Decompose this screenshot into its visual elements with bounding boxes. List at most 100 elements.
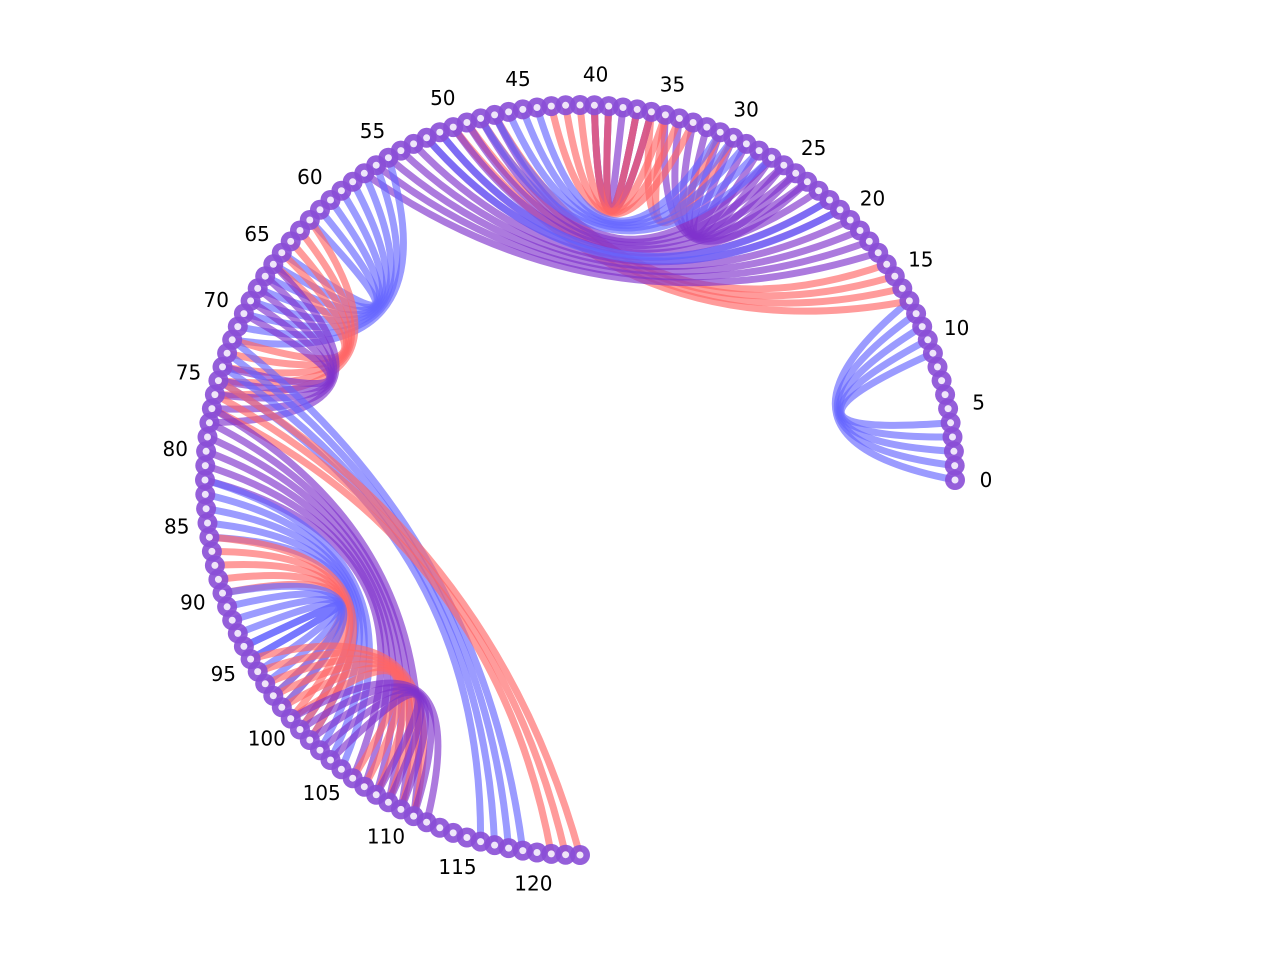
node-center (296, 726, 304, 733)
node-center (491, 841, 499, 849)
node-center (689, 119, 697, 126)
node-center (214, 575, 222, 583)
node-center (247, 655, 255, 663)
node-center (410, 140, 418, 148)
node-center (316, 746, 324, 754)
nodes-layer (195, 95, 965, 865)
node-center (918, 323, 926, 331)
node-center (929, 349, 937, 357)
node-center (269, 692, 277, 700)
node-center (234, 323, 242, 331)
link-curve (228, 260, 349, 363)
node-center (826, 196, 833, 204)
link-curve (211, 391, 570, 859)
link-curve (837, 349, 955, 429)
node-center (883, 260, 891, 268)
links-layer (201, 101, 959, 859)
node-center (240, 642, 248, 650)
node-center (605, 102, 613, 110)
node-center (562, 851, 570, 859)
node-center (491, 111, 499, 119)
link-curve (214, 377, 584, 859)
node-center (208, 547, 216, 555)
node-center (410, 812, 418, 820)
node-center (477, 114, 485, 122)
tick-label: 45 (505, 67, 530, 91)
tick-label: 35 (660, 73, 685, 97)
node-center (337, 187, 345, 195)
node-center (261, 272, 269, 280)
link-group (211, 216, 359, 399)
node-center (204, 519, 211, 527)
node-center (202, 505, 210, 513)
node-center (306, 216, 314, 224)
labels-layer: 0 5 10 15 20 25 30 35 40 45 50 55 60 65 70 75 80 85 90 95 10… (162, 62, 992, 895)
link-group (219, 582, 348, 711)
link-curve (287, 667, 401, 782)
tick-label: 40 (583, 62, 608, 86)
node-center (865, 237, 873, 245)
node-center (384, 798, 392, 806)
tick-label: 15 (908, 247, 933, 271)
tick-label: 55 (360, 119, 385, 143)
node-center (619, 104, 627, 111)
tick-label: 95 (211, 662, 236, 686)
node-center (729, 134, 737, 142)
tick-label: 105 (303, 781, 341, 805)
tick-label: 90 (180, 591, 205, 615)
node-center (205, 419, 213, 427)
node-center (287, 715, 295, 723)
link-curve (327, 690, 422, 799)
link-group (477, 104, 776, 235)
link-group (287, 679, 442, 826)
node-center (912, 310, 920, 318)
node-center (360, 783, 368, 791)
node-center (254, 284, 262, 292)
node-center (944, 405, 952, 413)
node-center (780, 161, 788, 169)
node-center (204, 433, 211, 441)
node-center (436, 128, 444, 136)
node-center (372, 791, 380, 799)
node-center (815, 187, 823, 195)
node-center (223, 349, 231, 357)
link-curve (384, 154, 864, 276)
node-center (905, 297, 913, 305)
node-center (219, 363, 226, 371)
link-curve (219, 310, 333, 388)
tick-label: 0 (980, 468, 993, 492)
node-center (647, 108, 655, 116)
node-center (768, 154, 776, 162)
node-center (337, 765, 345, 773)
node-center (951, 476, 959, 484)
node-center (349, 178, 357, 186)
node-center (228, 616, 236, 624)
node-center (327, 756, 334, 764)
link-curve (372, 161, 873, 281)
node-center (211, 561, 219, 569)
node-center (463, 834, 471, 841)
node-center (261, 680, 269, 688)
node-center (278, 249, 286, 257)
node-center (449, 123, 457, 131)
node-center (423, 134, 431, 142)
node-center (316, 206, 324, 214)
tick-label: 65 (244, 222, 269, 246)
tick-label: 100 (248, 726, 286, 750)
node-center (436, 824, 444, 832)
node-center (924, 336, 932, 344)
node-center (898, 284, 906, 292)
node-center (547, 850, 555, 858)
tick-label: 5 (972, 391, 985, 415)
node-center (397, 805, 405, 813)
node-center (951, 462, 959, 470)
node-center (716, 128, 724, 136)
node-center (803, 178, 811, 186)
tick-label: 85 (164, 515, 189, 539)
node-center (590, 101, 598, 109)
node-center (278, 703, 286, 711)
link-curve (436, 128, 833, 261)
node-center (633, 105, 641, 113)
link-group (247, 642, 428, 820)
